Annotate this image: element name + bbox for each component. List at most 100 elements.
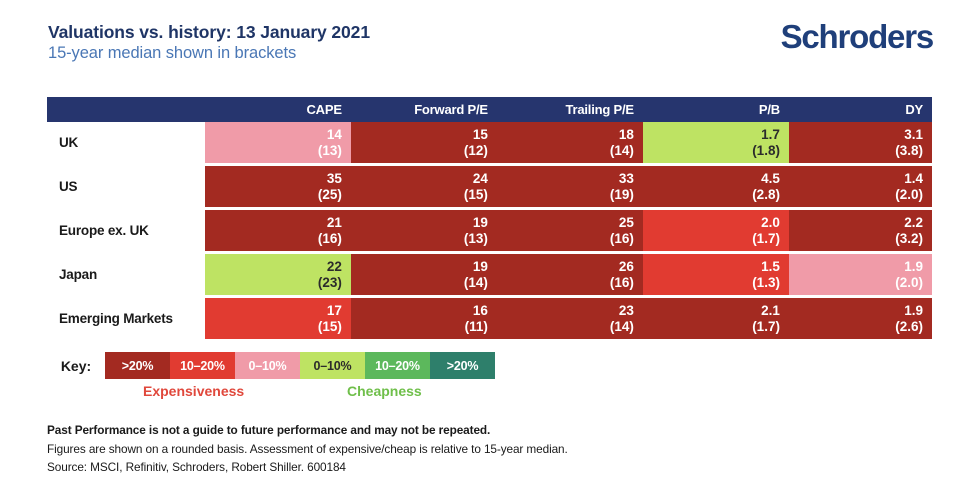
table-cell: 1.5 (1.3) xyxy=(642,254,789,295)
key-swatch: >20% xyxy=(105,352,170,379)
table-cell: 23 (14) xyxy=(496,298,643,339)
key-swatch: 0–10% xyxy=(300,352,365,379)
cell-value: 15 xyxy=(472,127,488,143)
cell-value: 3.1 xyxy=(904,127,924,143)
page-subtitle: 15-year median shown in brackets xyxy=(48,44,297,62)
key-swatch: 10–20% xyxy=(170,352,235,379)
key-label: Key: xyxy=(47,352,105,379)
cell-value: 22 xyxy=(326,259,342,275)
cell-median: (2.8) xyxy=(752,186,780,202)
cell-median: (14) xyxy=(609,142,634,158)
table-body: UK 14 (13) 15 (12) 18 (14) 1.7 (1.8) 3.1 (3.8) US 35… xyxy=(47,122,933,339)
cell-value: 14 xyxy=(326,127,342,143)
column-header-cape: CAPE xyxy=(306,102,342,117)
table-header-row: CAPE Forward P/E Trailing P/E P/B DY xyxy=(47,97,932,122)
legend-key: Key: >20% 10–20% 0–10% 0–10% 10–20% >20% xyxy=(47,352,495,379)
table-cell: 1.7 (1.8) xyxy=(642,122,789,163)
key-swatches: >20% 10–20% 0–10% 0–10% 10–20% >20% xyxy=(105,352,495,379)
table-row: Japan 22 (23) 19 (14) 26 (16) 1.5 (1.3) 1.9 (2.0) xyxy=(47,254,933,298)
table-cell: 4.5 (2.8) xyxy=(642,166,789,207)
page-title: Valuations vs. history: 13 January 2021 xyxy=(48,22,370,42)
cell-value: 1.7 xyxy=(761,127,780,143)
cell-value: 17 xyxy=(326,303,342,319)
cheapness-label: Cheapness xyxy=(347,383,422,399)
cell-value: 23 xyxy=(618,303,634,319)
table-cell: 24 (15) xyxy=(350,166,497,207)
table-cell: 3.1 (3.8) xyxy=(788,122,933,163)
table-cell: 2.1 (1.7) xyxy=(642,298,789,339)
cell-median: (19) xyxy=(609,186,634,202)
footnote-source: Source: MSCI, Refinitiv, Schroders, Robe… xyxy=(47,460,346,475)
table-row: US 35 (25) 24 (15) 33 (19) 4.5 (2.8) 1.4 (2.0) xyxy=(47,166,933,210)
cell-median: (15) xyxy=(463,186,488,202)
row-label: Europe ex. UK xyxy=(47,210,205,251)
cell-median: (13) xyxy=(463,230,488,246)
table-row: UK 14 (13) 15 (12) 18 (14) 1.7 (1.8) 3.1 (3.8) xyxy=(47,122,933,166)
cell-median: (2.0) xyxy=(895,274,924,290)
cell-median: (14) xyxy=(463,274,488,290)
expensiveness-label: Expensiveness xyxy=(143,383,245,399)
column-header-forward-pe: Forward P/E xyxy=(414,102,488,117)
table-cell: 22 (23) xyxy=(204,254,351,295)
cell-value: 1.9 xyxy=(904,303,924,319)
key-swatch: 0–10% xyxy=(235,352,300,379)
cell-median: (1.7) xyxy=(752,230,780,246)
schroders-logo: Schroders xyxy=(780,18,935,55)
row-label: Emerging Markets xyxy=(47,298,205,339)
row-label: UK xyxy=(47,122,205,163)
cell-median: (11) xyxy=(464,318,488,334)
cell-median: (1.8) xyxy=(752,142,780,158)
table-cell: 33 (19) xyxy=(496,166,643,207)
column-header-trailing-pe: Trailing P/E xyxy=(565,102,634,117)
cell-median: (16) xyxy=(317,230,342,246)
table-cell: 14 (13) xyxy=(204,122,351,163)
key-swatch: >20% xyxy=(430,352,495,379)
cell-median: (13) xyxy=(317,142,342,158)
cell-value: 1.9 xyxy=(904,259,924,275)
cell-value: 19 xyxy=(472,215,488,231)
cell-value: 33 xyxy=(618,171,634,187)
cell-median: (16) xyxy=(609,274,634,290)
column-header-pb: P/B xyxy=(758,102,780,117)
valuations-table: CAPE Forward P/E Trailing P/E P/B DY UK 1… xyxy=(47,97,933,339)
cell-median: (15) xyxy=(317,318,342,334)
cell-value: 26 xyxy=(618,259,634,275)
cell-median: (1.7) xyxy=(752,318,780,334)
cell-value: 2.0 xyxy=(761,215,780,231)
table-cell: 2.0 (1.7) xyxy=(642,210,789,251)
cell-value: 2.2 xyxy=(904,215,924,231)
cell-median: (14) xyxy=(609,318,634,334)
cell-value: 18 xyxy=(618,127,634,143)
key-swatch: 10–20% xyxy=(365,352,430,379)
table-cell: 1.4 (2.0) xyxy=(788,166,933,207)
table-cell: 2.2 (3.2) xyxy=(788,210,933,251)
cell-value: 1.5 xyxy=(761,259,780,275)
table-cell: 16 (11) xyxy=(350,298,497,339)
cell-median: (3.8) xyxy=(895,142,924,158)
table-cell: 1.9 (2.6) xyxy=(788,298,933,339)
cell-value: 16 xyxy=(472,303,488,319)
cell-value: 21 xyxy=(326,215,342,231)
cell-value: 24 xyxy=(472,171,488,187)
cell-value: 25 xyxy=(618,215,634,231)
row-label: Japan xyxy=(47,254,205,295)
cell-value: 35 xyxy=(326,171,342,187)
cell-value: 1.4 xyxy=(904,171,924,187)
table-row: Europe ex. UK 21 (16) 19 (13) 25 (16) 2.0 (1.7) 2… xyxy=(47,210,933,254)
cell-median: (16) xyxy=(609,230,634,246)
table-cell: 1.9 (2.0) xyxy=(788,254,933,295)
cell-value: 4.5 xyxy=(761,171,780,187)
cell-value: 2.1 xyxy=(761,303,780,319)
table-cell: 35 (25) xyxy=(204,166,351,207)
legend-axis-labels: Expensiveness Cheapness xyxy=(47,383,507,405)
table-row: Emerging Markets 17 (15) 16 (11) 23 (14) 2.1 (1.… xyxy=(47,298,933,339)
table-cell: 25 (16) xyxy=(496,210,643,251)
row-label: US xyxy=(47,166,205,207)
cell-median: (25) xyxy=(317,186,342,202)
footnote-basis: Figures are shown on a rounded basis. As… xyxy=(47,441,568,456)
column-header-dy: DY xyxy=(905,102,924,117)
cell-median: (12) xyxy=(463,142,488,158)
table-cell: 19 (13) xyxy=(350,210,497,251)
table-cell: 26 (16) xyxy=(496,254,643,295)
